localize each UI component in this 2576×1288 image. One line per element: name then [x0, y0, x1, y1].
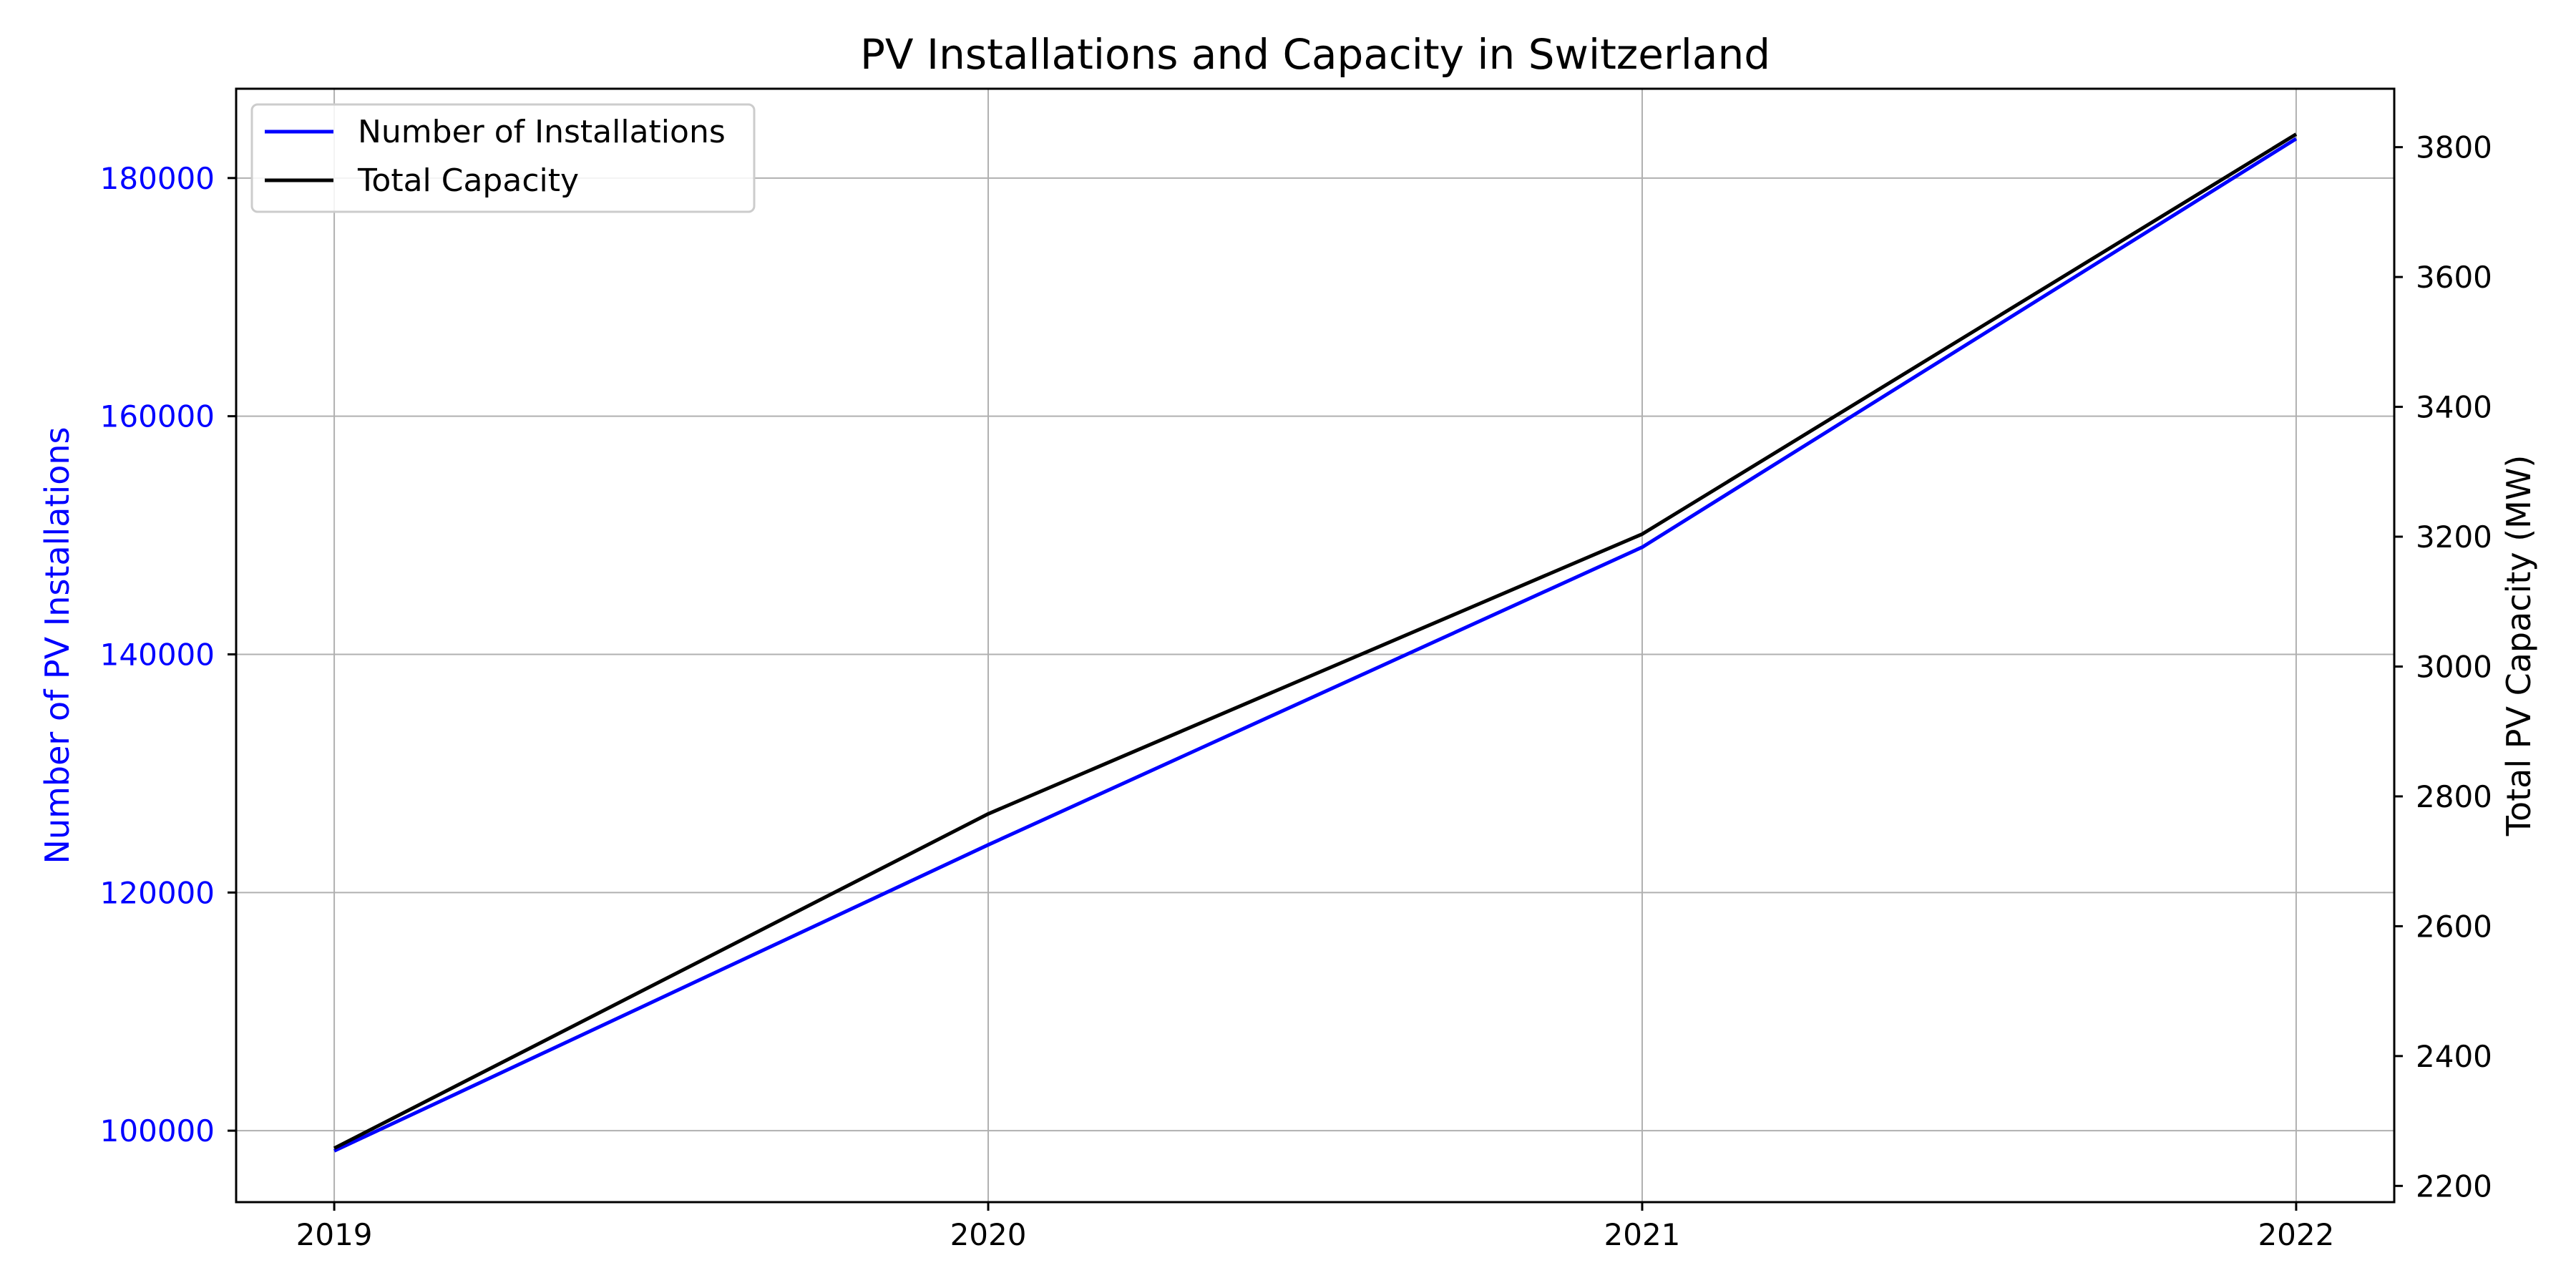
x-axis: 2019 2020 2021 2022	[296, 1202, 2334, 1252]
y-left-tick-label: 120000	[100, 875, 215, 910]
chart-title: PV Installations and Capacity in Switzer…	[860, 30, 1770, 79]
y-right-tick-label: 3000	[2416, 649, 2492, 684]
y-left-tick-label: 180000	[100, 161, 215, 196]
y-right-tick-label: 3400	[2416, 390, 2492, 425]
x-tick-label: 2022	[2258, 1217, 2334, 1252]
y-right-tick-label: 2200	[2416, 1169, 2492, 1204]
series-layer	[333, 132, 2298, 1153]
y-right-tick-label: 2800	[2416, 779, 2492, 814]
y-right-tick-label: 3600	[2416, 260, 2492, 295]
x-tick-label: 2021	[1604, 1217, 1681, 1252]
y-left-axis: 100000 120000 140000 160000 180000	[100, 161, 236, 1148]
legend-box	[250, 103, 756, 213]
y-left-tick-label: 160000	[100, 399, 215, 434]
x-tick-label: 2019	[296, 1217, 373, 1252]
legend-label-capacity: Total Capacity	[357, 162, 579, 199]
legend: Number of Installations Total Capacity	[250, 103, 756, 213]
series-line-installations	[333, 137, 2298, 1153]
y-right-axis: 2200 2400 2600 2800 3000 3200 3400 3600 3800	[2394, 130, 2492, 1204]
plot-area-background	[236, 89, 2394, 1202]
y-right-tick-label: 2400	[2416, 1039, 2492, 1074]
series-line-capacity	[333, 132, 2298, 1150]
legend-label-installations: Number of Installations	[358, 114, 726, 150]
y-right-tick-label: 2600	[2416, 909, 2492, 944]
y-left-tick-label: 100000	[100, 1113, 215, 1148]
y-right-tick-label: 3200	[2416, 519, 2492, 555]
x-tick-label: 2020	[950, 1217, 1027, 1252]
y-right-tick-label: 3800	[2416, 130, 2492, 165]
y-left-tick-label: 140000	[100, 637, 215, 672]
plot-frame	[235, 87, 2396, 1204]
y-right-axis-label: Total PV Capacity (MW)	[2499, 455, 2538, 837]
y-left-axis-label: Number of PV Installations	[38, 427, 77, 864]
